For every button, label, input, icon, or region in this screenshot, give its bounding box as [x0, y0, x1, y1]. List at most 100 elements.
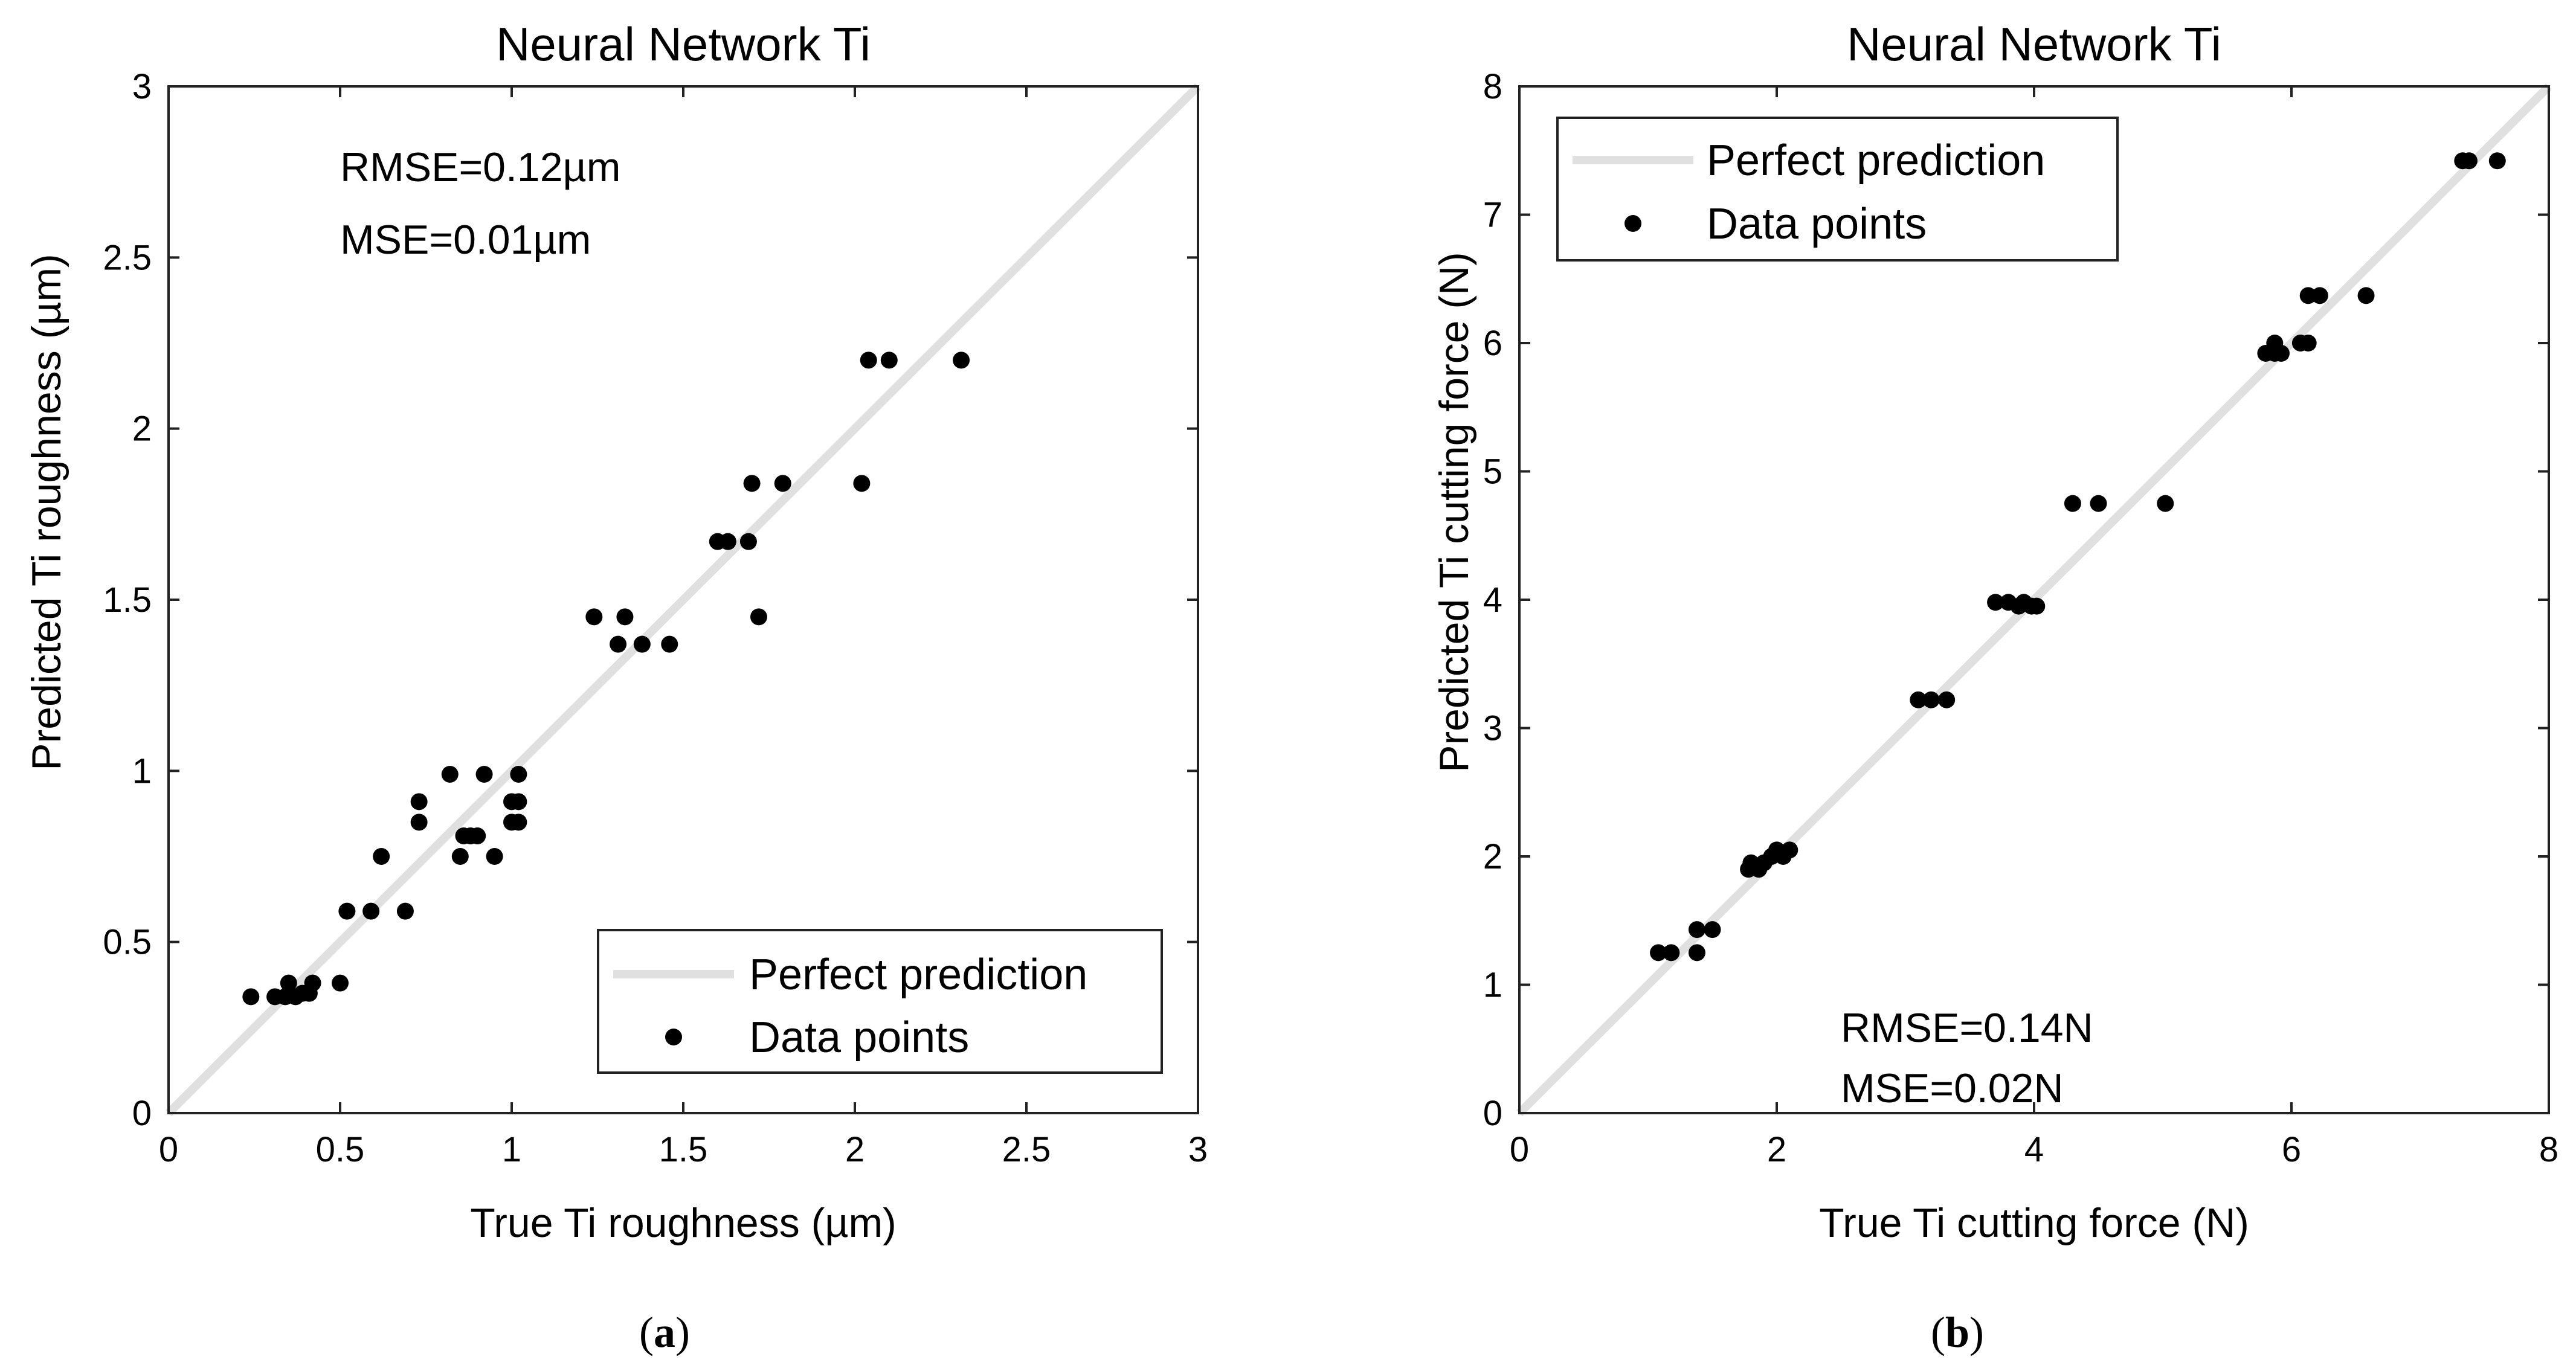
x-tick-label: 2 [1767, 1130, 1786, 1169]
legend: Perfect prediction Data points [1556, 117, 2119, 262]
data-point [750, 608, 767, 626]
data-point [880, 352, 898, 369]
caption: (a) [639, 1308, 690, 1357]
data-point [1781, 841, 1798, 859]
data-point [332, 974, 349, 992]
data-point [1922, 691, 1940, 708]
x-tick-label: 2 [845, 1130, 865, 1169]
data-point [1688, 921, 1705, 939]
y-tick-label: 3 [132, 67, 152, 106]
data-point [2357, 287, 2375, 304]
x-tick-label: 4 [2024, 1130, 2044, 1169]
data-point [2064, 495, 2081, 512]
y-axis-label: Predicted Ti cutting force (N) [1431, 252, 1477, 772]
data-point [610, 635, 627, 653]
chart-title: Neural Network Ti [496, 18, 871, 71]
legend-line-label: Perfect prediction [749, 951, 1087, 999]
data-point [2460, 152, 2478, 170]
x-tick-label: 1.5 [659, 1130, 708, 1169]
y-tick-label: 2 [132, 409, 152, 449]
y-tick-label: 7 [1483, 196, 1502, 235]
data-point [410, 814, 428, 831]
x-tick-label: 2.5 [1002, 1130, 1051, 1169]
data-point [2028, 597, 2046, 615]
x-axis-label: True Ti roughness (µm) [470, 1200, 897, 1246]
x-tick-label: 0 [1510, 1130, 1529, 1169]
data-point [280, 974, 297, 992]
y-tick-label: 2.5 [103, 238, 152, 277]
x-tick-label: 1 [502, 1130, 521, 1169]
data-point [774, 475, 791, 492]
caption-letter: b [1945, 1308, 1969, 1357]
legend-box [597, 929, 1163, 1074]
x-axis: 0 2 4 6 8 [1510, 86, 2558, 1169]
data-point [362, 902, 380, 920]
data-point [860, 352, 877, 369]
data-point [1663, 944, 1680, 962]
x-tick-label: 3 [1188, 1130, 1208, 1169]
y-tick-label: 5 [1483, 452, 1502, 492]
data-point [338, 902, 356, 920]
data-point [2311, 287, 2328, 304]
data-point [661, 635, 678, 653]
data-point [719, 533, 736, 550]
y-tick-label: 0 [132, 1094, 152, 1133]
legend-points-label: Data points [749, 1013, 969, 1062]
data-points [1650, 152, 2506, 962]
data-point [953, 352, 970, 369]
data-point [739, 533, 757, 550]
y-axis: 0 1 2 3 4 5 6 7 8 [1483, 67, 2549, 1133]
data-point [410, 793, 428, 811]
y-tick-label: 0 [1483, 1094, 1502, 1133]
data-point [616, 608, 634, 626]
data-point [2090, 495, 2107, 512]
data-point [1987, 594, 2004, 611]
data-point [304, 974, 321, 992]
x-axis-label: True Ti cutting force (N) [1819, 1200, 2249, 1246]
rmse-annotation: RMSE=0.14N [1841, 1005, 2093, 1051]
legend-point-swatch [1624, 215, 1641, 232]
data-point [633, 635, 651, 653]
caption: (b) [1931, 1308, 1984, 1357]
y-tick-label: 4 [1483, 580, 1502, 620]
legend: Perfect prediction Data points [597, 929, 1163, 1074]
y-tick-label: 0.5 [103, 923, 152, 962]
data-point [486, 848, 503, 865]
y-tick-label: 6 [1483, 324, 1502, 363]
data-point [1910, 691, 1927, 708]
legend-point-swatch [665, 1029, 682, 1045]
data-point [451, 848, 469, 865]
data-point [2488, 152, 2506, 170]
data-point [469, 827, 486, 844]
y-tick-label: 8 [1483, 67, 1502, 106]
data-point [743, 475, 761, 492]
mse-annotation: MSE=0.01µm [340, 217, 591, 263]
legend-points-label: Data points [1707, 200, 1927, 248]
y-axis: 0 0.5 1 1.5 2 2.5 3 [103, 67, 1198, 1133]
chart-a: Neural Network Ti 0 0.5 1 1.5 2 2.5 3 0 0.5 1 1.5… [24, 18, 1208, 1357]
caption-letter: a [654, 1308, 675, 1357]
data-point [1650, 944, 1667, 962]
data-point [510, 766, 527, 783]
data-point [475, 766, 493, 783]
data-point [2299, 287, 2317, 304]
x-tick-label: 0.5 [316, 1130, 365, 1169]
chart-title: Neural Network Ti [1847, 18, 2221, 71]
y-tick-label: 1 [1483, 966, 1502, 1005]
data-point [1704, 921, 1721, 939]
mse-annotation: MSE=0.02N [1841, 1065, 2064, 1111]
rmse-annotation: RMSE=0.12µm [340, 144, 620, 190]
data-point [441, 766, 459, 783]
data-point [1688, 944, 1705, 962]
chart-b: Neural Network Ti 0 2 4 6 8 0 1 2 3 4 5 6 7 8 Perfec… [1431, 18, 2558, 1357]
x-tick-label: 0 [159, 1130, 178, 1169]
data-point [585, 608, 603, 626]
x-axis: 0 0.5 1 1.5 2 2.5 3 [159, 86, 1208, 1169]
data-point [510, 793, 527, 811]
y-tick-label: 3 [1483, 709, 1502, 748]
data-point [2157, 495, 2174, 512]
data-point [373, 848, 390, 865]
data-points [242, 352, 970, 1006]
x-tick-label: 8 [2539, 1130, 2558, 1169]
